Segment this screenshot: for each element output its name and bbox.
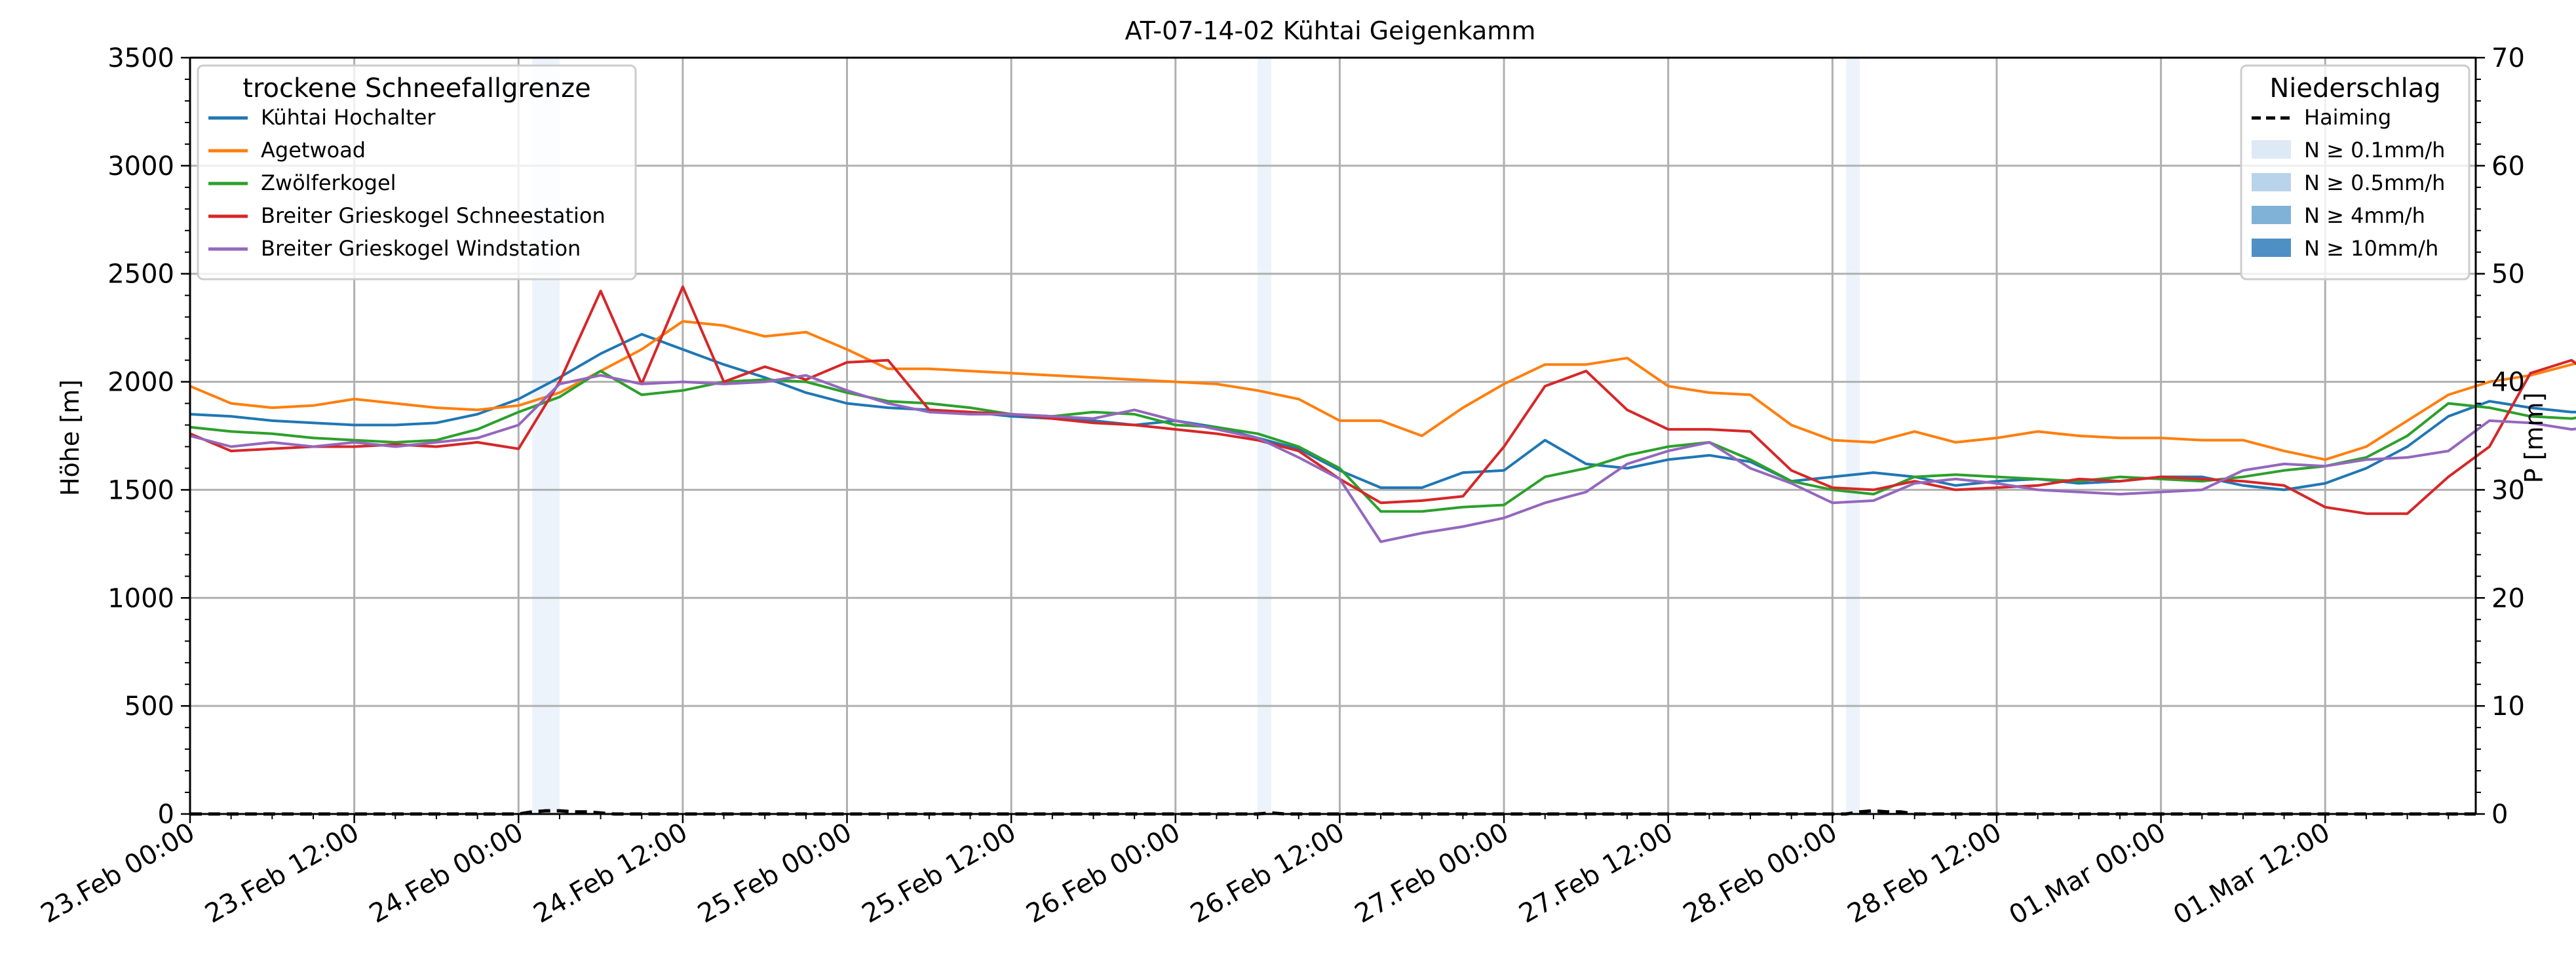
y-tick-label: 0 (158, 800, 174, 830)
x-tick-label: 26.Feb 00:00 (1022, 817, 1185, 929)
x-tick-label: 01.Mar 00:00 (2004, 817, 2170, 931)
legend-precip-frame (2240, 64, 2470, 281)
series-line-breiter-grieskogel-schneestation (189, 285, 2576, 515)
legend-label-n-0-1mm-h: N ≥ 0.1mm/h (2304, 138, 2445, 163)
x-tick-label: 27.Feb 00:00 (1350, 817, 1514, 929)
legend-label-breiter-grieskogel-schneestation: Breiter Grieskogel Schneestation (261, 203, 606, 228)
y2-tick-label: 50 (2491, 260, 2525, 290)
y2-tick-label: 40 (2491, 368, 2525, 398)
legend-label-n-10mm-h: N ≥ 10mm/h (2304, 236, 2438, 261)
y2-axis-label: P [mm] (2520, 393, 2548, 484)
y2-tick-label: 60 (2491, 151, 2525, 182)
legend-label-haiming: Haiming (2304, 105, 2391, 130)
series-line-zwolferkogel (189, 370, 2576, 513)
y-tick-label: 3500 (107, 43, 174, 73)
legend-precip-title: Niederschlag (2269, 73, 2440, 104)
legend-label-n-4mm-h: N ≥ 4mm/h (2304, 203, 2425, 228)
chart-title: AT-07-14-02 Kühtai Geigenkamm (1125, 16, 1536, 45)
x-tick-label: 24.Feb 00:00 (364, 817, 528, 929)
legend-swatch-n-0-5mm-h (2252, 173, 2291, 191)
legend-snowfall-frame (197, 64, 637, 281)
y-tick-label: 3000 (107, 151, 174, 182)
legend-snowfall-title: trockene Schneefallgrenze (242, 73, 590, 104)
x-tick-label: 28.Feb 00:00 (1678, 817, 1842, 929)
snowfall-series (189, 285, 2576, 543)
y2-tick-label: 20 (2491, 583, 2525, 613)
x-tick-label: 26.Feb 12:00 (1185, 817, 1349, 929)
y2-tick-label: 30 (2491, 475, 2525, 505)
x-tick-label: 23.Feb 00:00 (36, 817, 200, 929)
series-line-agetwoad (189, 320, 2576, 461)
y2-tick-label: 70 (2491, 43, 2525, 73)
x-tick-label: 24.Feb 12:00 (529, 817, 693, 929)
y-tick-label: 2000 (107, 368, 174, 398)
y-tick-label: 1500 (107, 475, 174, 505)
precip-band-2 (1846, 58, 1860, 814)
series-line-breiter-grieskogel-windstation (189, 374, 2576, 543)
legend-swatch-n-0-1mm-h (2252, 140, 2291, 159)
legend-label-breiter-grieskogel-windstation: Breiter Grieskogel Windstation (261, 236, 581, 261)
legend-label-zwolferkogel: Zwölferkogel (261, 170, 396, 195)
legend-swatch-n-4mm-h (2252, 206, 2291, 224)
y2-tick-label: 0 (2491, 800, 2508, 830)
y-tick-label: 2500 (107, 260, 174, 290)
x-tick-label: 27.Feb 12:00 (1514, 817, 1678, 929)
x-tick-label: 25.Feb 00:00 (693, 817, 856, 929)
y-tick-label: 1000 (107, 583, 174, 613)
x-tick-label: 01.Mar 12:00 (2168, 817, 2335, 931)
precipitation-bands (532, 58, 1860, 814)
x-tick-label: 23.Feb 12:00 (200, 817, 364, 929)
series-line-kuhtai-hochalter (189, 333, 2576, 492)
x-tick-label: 28.Feb 12:00 (1843, 817, 2007, 929)
y-tick-label: 500 (125, 691, 174, 722)
legend-label-agetwoad: Agetwoad (261, 138, 366, 163)
y2-tick-label: 10 (2491, 691, 2525, 722)
legend-label-n-0-5mm-h: N ≥ 0.5mm/h (2304, 170, 2445, 195)
legend-swatch-n-10mm-h (2252, 239, 2291, 257)
y-axis-label: Höhe [m] (56, 379, 85, 496)
x-tick-label: 25.Feb 12:00 (857, 817, 1021, 929)
legend-label-kuhtai-hochalter: Kühtai Hochalter (261, 105, 436, 130)
